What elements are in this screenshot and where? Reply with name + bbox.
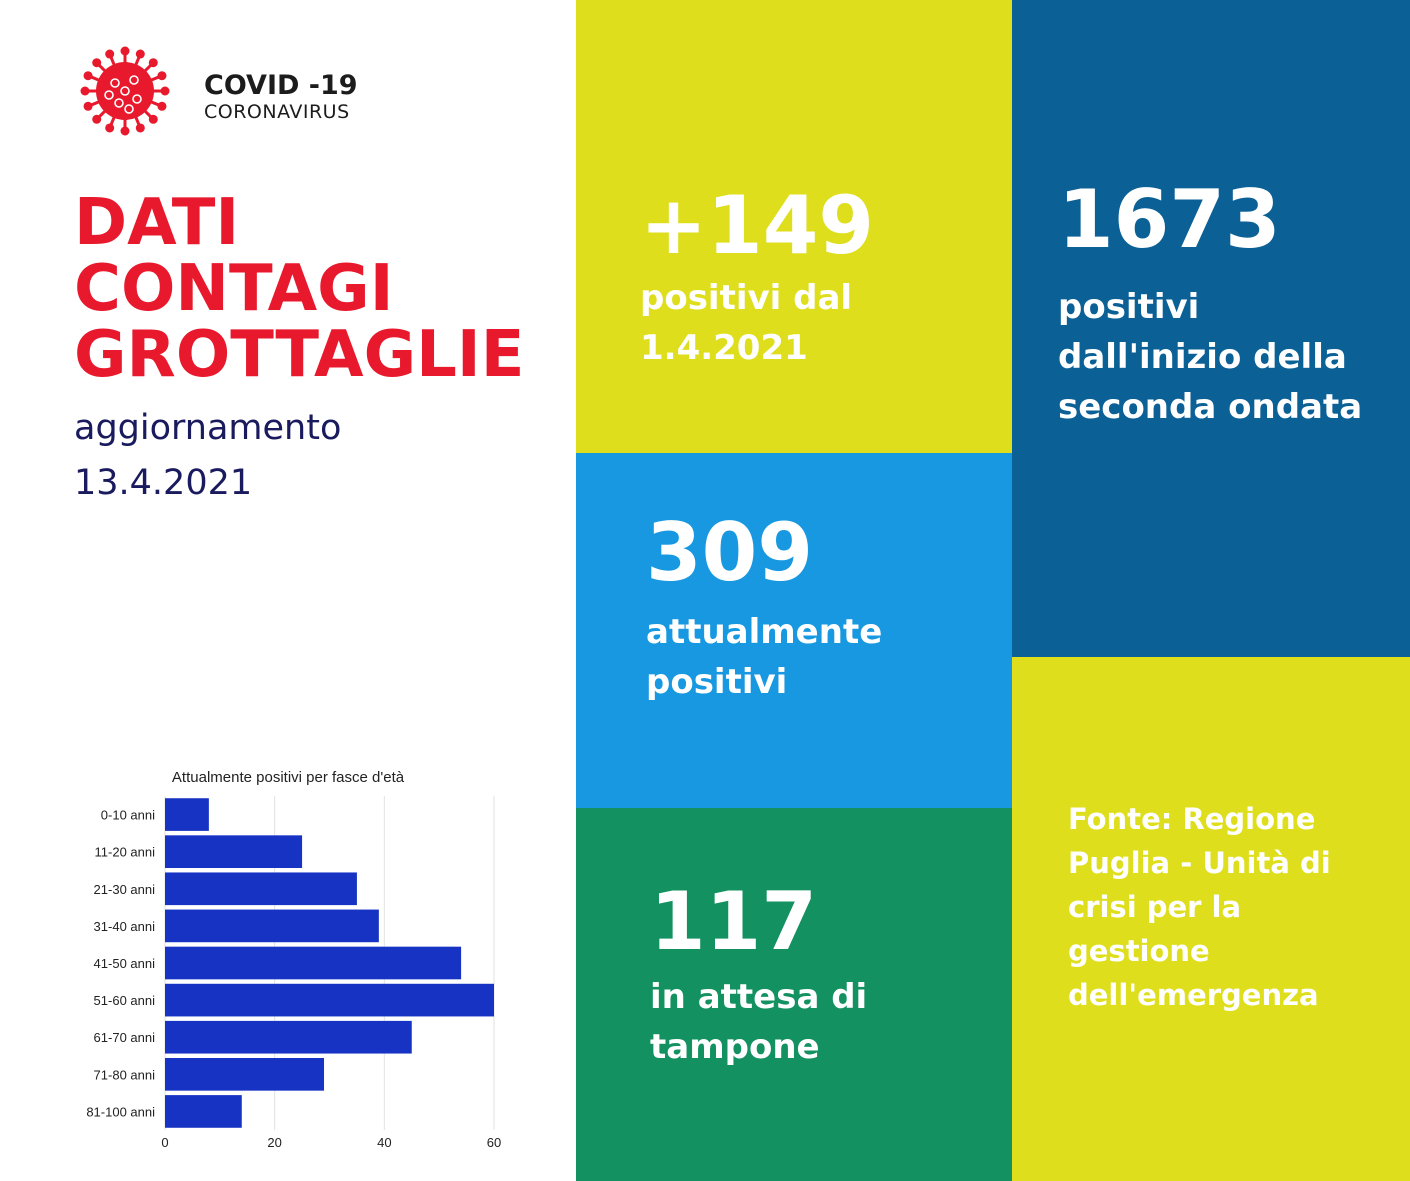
source-line-2: Puglia - Unità di [1068, 846, 1331, 880]
x-tick-label: 60 [487, 1135, 501, 1150]
tile-awaiting-swab: 117 in attesa di tampone [576, 808, 1012, 1181]
virus-icon [80, 46, 170, 136]
page-title-line-3: GROTTAGLIE [74, 318, 525, 392]
total-positives-label-1: positivi [1058, 287, 1200, 327]
total-positives-label-2: dall'inizio della [1058, 337, 1347, 377]
bar [165, 1020, 412, 1054]
bar [165, 909, 379, 943]
bar [165, 983, 494, 1017]
y-tick-label: 71-80 anni [94, 1067, 156, 1082]
y-tick-label: 51-60 anni [94, 993, 156, 1008]
update-label: aggiornamento [74, 408, 342, 448]
page-title-line-2: CONTAGI [74, 252, 394, 326]
y-tick-label: 21-30 anni [94, 882, 156, 897]
source-text: Fonte: Regione Puglia - Unità di crisi p… [1068, 797, 1331, 1017]
current-positives-label-1: attualmente [646, 612, 883, 652]
tile-current-positives: 309 attualmente positivi [576, 453, 1012, 808]
logo-title: COVID -19 [204, 70, 358, 101]
y-tick-label: 61-70 anni [94, 1030, 156, 1045]
tile-source: Fonte: Regione Puglia - Unità di crisi p… [1012, 657, 1410, 1181]
source-line-1: Fonte: Regione [1068, 802, 1316, 836]
source-line-5: dell'emergenza [1068, 978, 1319, 1012]
current-positives-label-2: positivi [646, 662, 788, 702]
y-tick-label: 41-50 anni [94, 956, 156, 971]
x-tick-label: 20 [267, 1135, 281, 1150]
bar [165, 1095, 242, 1128]
logo-subtitle: CORONAVIRUS [204, 101, 350, 123]
age-bar-chart: Attualmente positivi per fasce d'età 0 20 4… [86, 769, 501, 1150]
header-panel: COVID -19 CORONAVIRUS DATI CONTAGI GROTT… [0, 0, 576, 1181]
current-positives-value: 309 [646, 506, 813, 599]
x-tick-label: 40 [377, 1135, 391, 1150]
total-positives-value: 1673 [1058, 173, 1281, 266]
y-tick-label: 31-40 anni [94, 919, 156, 934]
chart-title: Attualmente positivi per fasce d'età [172, 769, 405, 786]
y-tick-label: 11-20 anni [95, 845, 156, 860]
y-tick-label: 0-10 anni [101, 808, 155, 823]
awaiting-swab-value: 117 [650, 875, 817, 968]
tile-new-positives: +149 positivi dal 1.4.2021 [576, 0, 1012, 453]
update-date: 13.4.2021 [74, 463, 253, 503]
page-title-line-1: DATI [74, 186, 240, 260]
new-positives-label-1: positivi dal [640, 278, 853, 318]
awaiting-swab-label-2: tampone [650, 1027, 820, 1067]
awaiting-swab-label-1: in attesa di [650, 977, 868, 1017]
bar [165, 946, 462, 980]
new-positives-value: +149 [640, 179, 875, 272]
new-positives-label-2: 1.4.2021 [640, 328, 808, 368]
bar [165, 798, 209, 831]
tile-total-positives: 1673 positivi dall'inizio della seconda … [1012, 0, 1410, 657]
x-tick-label: 0 [161, 1135, 168, 1150]
bar [165, 835, 303, 868]
total-positives-label-3: seconda ondata [1058, 387, 1363, 427]
bar [165, 1058, 325, 1091]
y-tick-label: 81-100 anni [86, 1104, 155, 1119]
source-line-4: gestione [1068, 934, 1210, 968]
bar [165, 872, 357, 906]
source-line-3: crisi per la [1068, 890, 1242, 924]
